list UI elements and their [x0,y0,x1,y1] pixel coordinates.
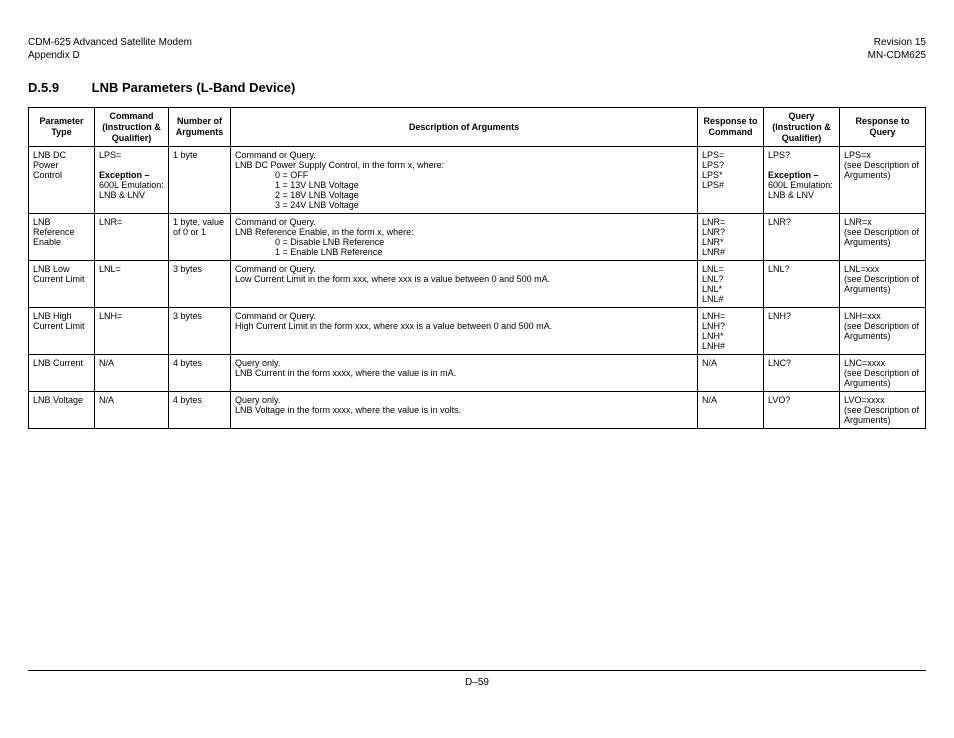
header-right: Revision 15 MN-CDM625 [868,36,926,62]
cell-param-type: LNB Voltage [29,392,95,429]
header-left: CDM-625 Advanced Satellite Modem Appendi… [28,36,192,62]
table-row: LNB VoltageN/A4 bytesQuery only.LNB Volt… [29,392,926,429]
cell-command: N/A [95,355,169,392]
cell-param-type: LNB Low Current Limit [29,261,95,308]
cell-nargs: 1 byte, value of 0 or 1 [169,214,231,261]
cell-nargs: 3 bytes [169,261,231,308]
page-number: D–59 [465,677,489,688]
cell-nargs: 3 bytes [169,308,231,355]
cell-description: Command or Query.LNB Reference Enable, i… [231,214,698,261]
cell-resp-query: LPS=x(see Description of Arguments) [840,147,926,214]
cell-query: LNH? [764,308,840,355]
cell-description: Command or Query.High Current Limit in t… [231,308,698,355]
cell-param-type: LNB High Current Limit [29,308,95,355]
cell-resp-query: LVO=xxxx(see Description of Arguments) [840,392,926,429]
th-resp-cmd: Response to Command [698,108,764,147]
cell-command: LNH= [95,308,169,355]
cell-param-type: LNB Current [29,355,95,392]
cell-query: LNL? [764,261,840,308]
cell-resp-query: LNC=xxxx(see Description of Arguments) [840,355,926,392]
table-row: LNB Low Current LimitLNL=3 bytesCommand … [29,261,926,308]
cell-resp-cmd: N/A [698,392,764,429]
cell-resp-cmd: LNH=LNH?LNH*LNH# [698,308,764,355]
cell-command: N/A [95,392,169,429]
cell-description: Command or Query.LNB DC Power Supply Con… [231,147,698,214]
doc-title: CDM-625 Advanced Satellite Modem [28,36,192,49]
cell-resp-cmd: LNR=LNR?LNR*LNR# [698,214,764,261]
table-row: LNB CurrentN/A4 bytesQuery only.LNB Curr… [29,355,926,392]
cell-description: Query only.LNB Current in the form xxxx,… [231,355,698,392]
cell-resp-cmd: LNL=LNL?LNL*LNL# [698,261,764,308]
cell-command: LPS=Exception –600L Emulation: LNB & LNV [95,147,169,214]
page-header: CDM-625 Advanced Satellite Modem Appendi… [28,36,926,62]
cell-query: LNR? [764,214,840,261]
cell-command: LNR= [95,214,169,261]
cell-nargs: 1 byte [169,147,231,214]
table-row: LNB DC Power ControlLPS=Exception –600L … [29,147,926,214]
section-heading: D.5.9 LNB Parameters (L-Band Device) [28,80,926,95]
cell-resp-query: LNR=x(see Description of Arguments) [840,214,926,261]
section-number: D.5.9 [28,80,88,95]
table-body: LNB DC Power ControlLPS=Exception –600L … [29,147,926,429]
cell-query: LPS?Exception –600L Emulation: LNB & LNV [764,147,840,214]
doc-code: MN-CDM625 [868,49,926,62]
cell-resp-cmd: N/A [698,355,764,392]
cell-query: LVO? [764,392,840,429]
cell-param-type: LNB Reference Enable [29,214,95,261]
cell-nargs: 4 bytes [169,392,231,429]
cell-nargs: 4 bytes [169,355,231,392]
page-footer: D–59 [28,670,926,688]
cell-resp-query: LNL=xxx(see Description of Arguments) [840,261,926,308]
section-title-text: LNB Parameters (L-Band Device) [92,80,296,95]
doc-revision: Revision 15 [868,36,926,49]
document-page: CDM-625 Advanced Satellite Modem Appendi… [0,0,954,429]
table-row: LNB Reference EnableLNR=1 byte, value of… [29,214,926,261]
th-description: Description of Arguments [231,108,698,147]
parameters-table: Parameter Type Command (Instruction & Qu… [28,107,926,429]
th-nargs: Number of Arguments [169,108,231,147]
doc-appendix: Appendix D [28,49,192,62]
cell-command: LNL= [95,261,169,308]
th-command: Command (Instruction & Qualifier) [95,108,169,147]
table-header-row: Parameter Type Command (Instruction & Qu… [29,108,926,147]
cell-description: Query only.LNB Voltage in the form xxxx,… [231,392,698,429]
cell-description: Command or Query.Low Current Limit in th… [231,261,698,308]
cell-param-type: LNB DC Power Control [29,147,95,214]
cell-resp-cmd: LPS=LPS?LPS*LPS# [698,147,764,214]
cell-resp-query: LNH=xxx(see Description of Arguments) [840,308,926,355]
th-query: Query (Instruction & Qualifier) [764,108,840,147]
th-param-type: Parameter Type [29,108,95,147]
th-resp-query: Response to Query [840,108,926,147]
cell-query: LNC? [764,355,840,392]
table-row: LNB High Current LimitLNH=3 bytesCommand… [29,308,926,355]
